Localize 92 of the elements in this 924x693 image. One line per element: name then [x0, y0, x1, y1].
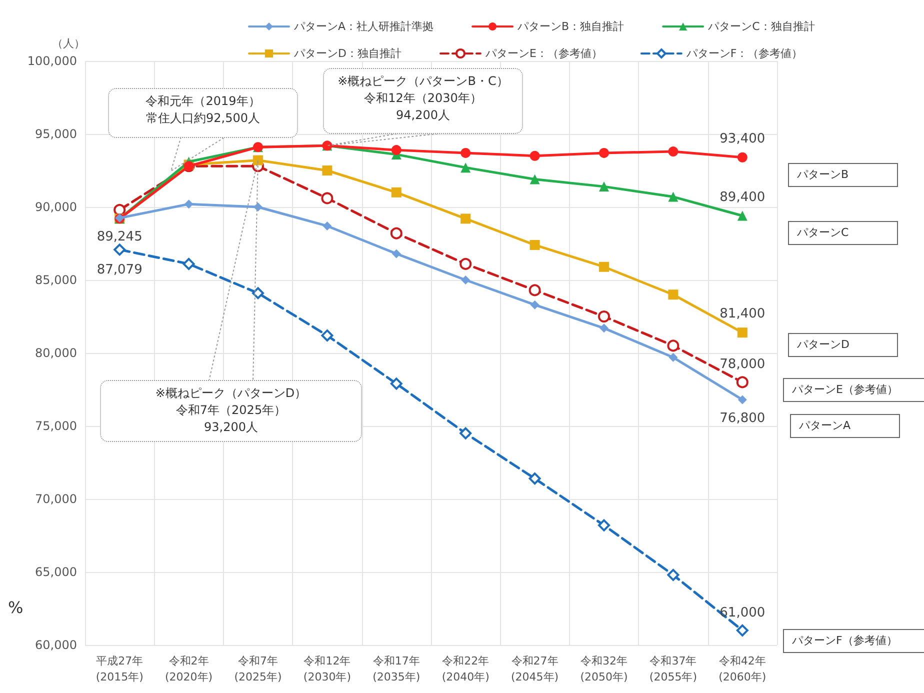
point	[461, 276, 470, 284]
data-label: 87,079	[96, 262, 142, 278]
point	[322, 221, 332, 230]
legend-label: パターンD：独自推計	[293, 47, 402, 60]
point	[390, 378, 402, 390]
point	[668, 352, 678, 362]
point	[667, 340, 680, 352]
point	[668, 146, 678, 157]
point	[254, 202, 262, 212]
point	[460, 214, 471, 224]
point	[599, 148, 609, 158]
label-box: パターンD	[788, 333, 898, 357]
y-tick-label: 65,000	[35, 565, 77, 579]
y-tick-label: 90,000	[35, 200, 77, 214]
data-label: 76,800	[720, 411, 766, 426]
y-tick-label: 75,000	[35, 419, 77, 433]
y-tick-label: 80,000	[35, 346, 77, 360]
point	[530, 150, 540, 161]
y-tick-label: 95,000	[35, 127, 77, 141]
legend-label: パターンF：（参考値）	[685, 47, 803, 60]
data-label: 89,245	[96, 230, 142, 245]
point	[599, 182, 609, 192]
point	[599, 262, 609, 272]
label-box: パターンB	[788, 163, 898, 187]
x-tick-label: 令和17年 (2035年)	[372, 654, 420, 684]
point	[530, 300, 540, 310]
point	[598, 519, 610, 532]
point	[252, 287, 264, 300]
callout-box: ※概ねピーク（パターンD）令和7年（2025年）93,200人	[100, 380, 362, 442]
point	[114, 244, 126, 256]
point	[600, 324, 608, 333]
point	[598, 310, 610, 322]
data-label: 78,000	[720, 357, 766, 372]
point	[737, 328, 748, 338]
y-tick-label: 70,000	[35, 492, 77, 506]
point	[321, 192, 334, 204]
point	[528, 472, 541, 485]
point	[528, 284, 541, 296]
data-label: 93,400	[720, 131, 766, 146]
point	[738, 395, 747, 404]
point	[737, 210, 748, 221]
data-label: 61,000	[720, 605, 766, 620]
label-box: パターンA	[790, 414, 900, 438]
point	[460, 258, 472, 270]
x-tick-label: 令和37年 (2055年)	[649, 654, 697, 684]
legend-label: パターンC：独自推計	[707, 20, 815, 33]
x-tick-label: 平成27年 (2015年)	[96, 654, 144, 684]
annotation: 令和元年（2019年）常住人口約92,500人	[144, 93, 262, 127]
point	[392, 249, 401, 258]
y-tick-label: 60,000	[35, 638, 77, 652]
point	[460, 148, 471, 158]
legend-label: パターンB：独自推計	[516, 20, 624, 33]
callout-box: 令和元年（2019年）常住人口約92,500人	[108, 88, 298, 138]
legend-label: パターンA：社人研推計準拠	[293, 20, 434, 33]
y-tick-label: 85,000	[35, 273, 77, 287]
label-box: パターンE（参考値）	[783, 378, 924, 402]
point	[253, 155, 263, 166]
x-tick-label: 令和22年 (2040年)	[442, 654, 490, 684]
point	[391, 145, 402, 156]
y-axis-title: （人）	[52, 37, 85, 50]
point	[668, 290, 678, 300]
point	[530, 240, 540, 250]
point	[736, 376, 748, 388]
point	[182, 258, 195, 270]
x-tick-label: 令和2年 (2020年)	[165, 654, 213, 684]
data-label: 89,400	[720, 190, 766, 205]
x-tick-label: 令和42年 (2060年)	[718, 654, 766, 684]
data-label: 81,400	[720, 306, 766, 322]
annotation: ※概ねピーク（パターンB・C）令和12年（2030年）94,200人	[336, 73, 510, 124]
annotation: ※概ねピーク（パターンD）令和7年（2025年）93,200人	[154, 385, 308, 436]
point	[530, 174, 540, 184]
point	[668, 192, 678, 202]
point	[184, 200, 194, 209]
point	[667, 568, 680, 581]
callout-box: ※概ねピーク（パターンB・C）令和12年（2030年）94,200人	[323, 68, 523, 134]
x-tick-label: 令和32年 (2050年)	[580, 654, 628, 684]
label-box: パターンF（参考値）	[783, 629, 924, 653]
point	[390, 227, 402, 240]
point	[737, 152, 748, 162]
point	[391, 187, 402, 198]
point	[322, 166, 332, 176]
text: %	[8, 598, 24, 617]
x-tick-label: 令和12年 (2030年)	[303, 654, 351, 684]
point	[460, 427, 472, 440]
x-tick-label: 令和27年 (2045年)	[511, 654, 559, 684]
point	[321, 329, 334, 342]
legend-label: パターンE：（参考値）	[484, 47, 602, 60]
point	[736, 624, 748, 636]
x-tick-label: 令和7年 (2025年)	[234, 654, 282, 684]
y-tick-label: 100,000	[27, 54, 77, 68]
point	[460, 162, 471, 173]
label-box: パターンC	[788, 221, 898, 245]
